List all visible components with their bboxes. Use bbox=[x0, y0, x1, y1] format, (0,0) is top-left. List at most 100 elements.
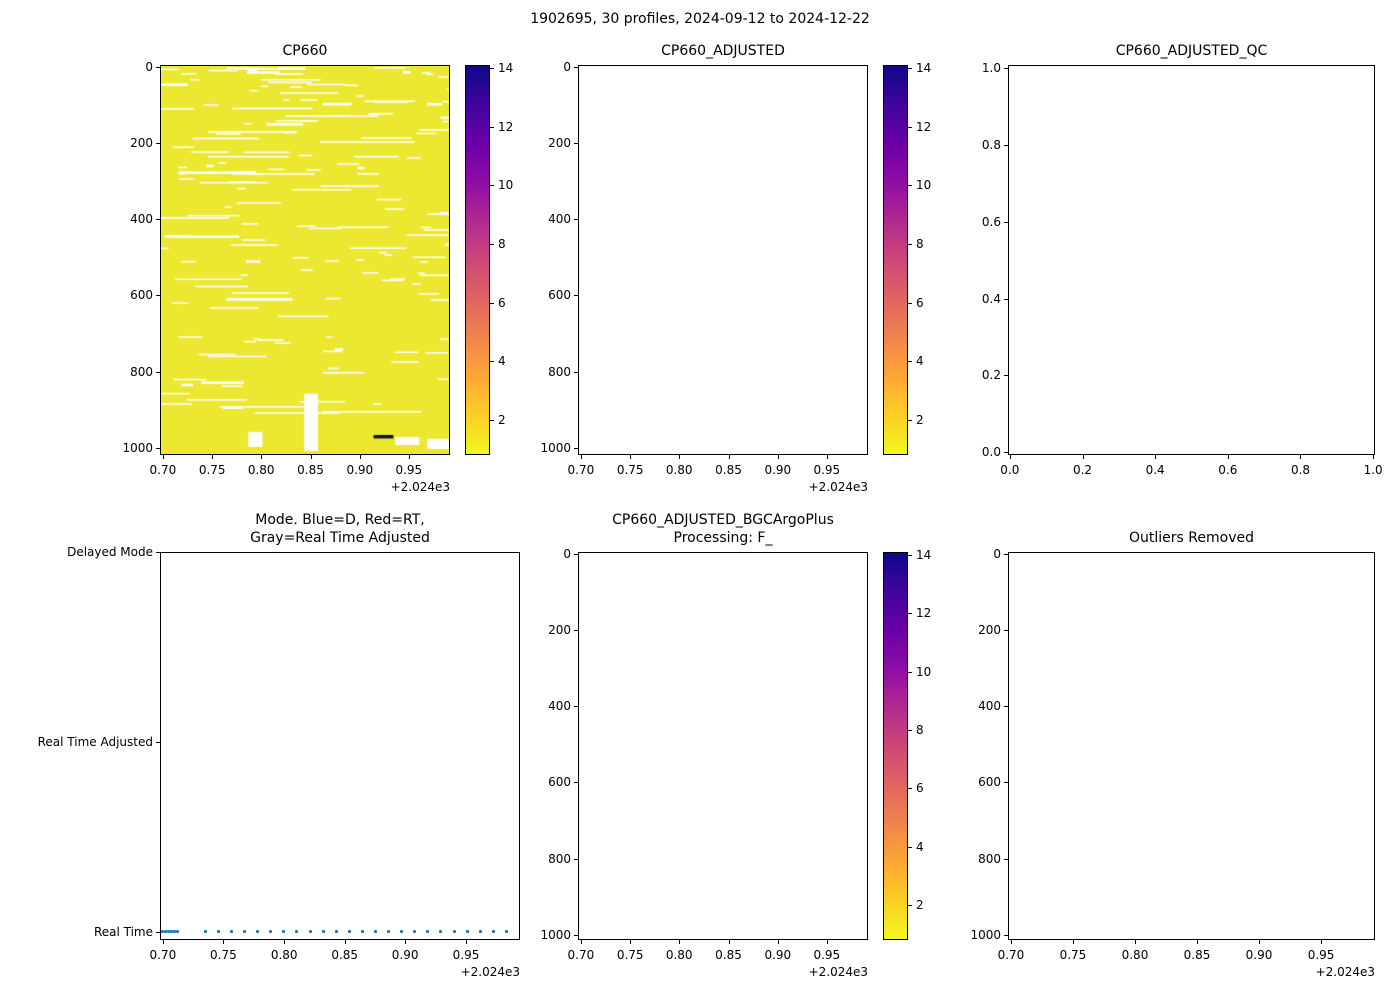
colorbar-tick-mark bbox=[490, 68, 494, 70]
x-tick-label: 0.80 bbox=[1121, 948, 1149, 962]
colorbar-tick-label: 8 bbox=[498, 237, 506, 251]
title-cp660: CP660 bbox=[282, 43, 328, 59]
title-cp660-adjusted-bgcargoplus: CP660_ADJUSTED_BGCArgoPlus Processing: F… bbox=[612, 512, 834, 546]
y-tick-label: 400 bbox=[548, 212, 571, 227]
colorbar-tick-mark bbox=[908, 846, 912, 848]
x-tick-mark bbox=[777, 455, 779, 459]
x-tick-label: 0.95 bbox=[1307, 948, 1335, 962]
y-tick-mark bbox=[1004, 298, 1008, 300]
colorbar-tick-mark bbox=[908, 555, 912, 557]
x-tick-label: 0.70 bbox=[997, 948, 1025, 962]
y-tick-label: 400 bbox=[978, 699, 1001, 714]
colorbar-tick-label: 14 bbox=[916, 548, 932, 563]
x-tick-mark bbox=[310, 455, 312, 459]
x-tick-mark bbox=[1197, 940, 1198, 944]
x-tick-label: 0.75 bbox=[616, 463, 644, 477]
title-mode: Mode. Blue=D, Red=RT, Gray=Real Time Adj… bbox=[250, 512, 430, 546]
y-tick-mark bbox=[156, 931, 160, 933]
x-tick-label: 0.95 bbox=[452, 948, 480, 962]
x-tick-label: 0.70 bbox=[149, 463, 177, 477]
x-axis-offset-label: +2.024e3 bbox=[808, 480, 868, 494]
x-tick-mark bbox=[679, 455, 681, 459]
colorbar-tick-mark bbox=[908, 302, 912, 304]
x-tick-mark bbox=[630, 940, 632, 944]
y-tick-mark bbox=[156, 742, 160, 744]
scatter-point-real-time bbox=[164, 930, 168, 934]
y-tick-mark bbox=[1004, 858, 1008, 860]
x-tick-mark bbox=[1227, 455, 1229, 459]
colorbar-tick-mark bbox=[490, 419, 494, 421]
scatter-point-real-time bbox=[170, 930, 174, 934]
y-tick-label: 0.0 bbox=[981, 445, 1001, 460]
colorbar bbox=[465, 65, 490, 455]
colorbar-tick-label: 12 bbox=[916, 119, 932, 134]
x-tick-label: 0.80 bbox=[665, 463, 693, 477]
y-tick-mark bbox=[574, 447, 578, 449]
scatter-point-real-time bbox=[321, 930, 325, 934]
y-tick-label: 800 bbox=[548, 851, 571, 866]
x-tick-mark bbox=[466, 940, 467, 944]
x-tick-mark bbox=[1072, 940, 1074, 944]
x-tick-mark bbox=[1082, 455, 1084, 459]
x-tick-mark bbox=[1259, 940, 1261, 944]
y-tick-mark bbox=[574, 782, 578, 784]
colorbar-tick-label: 4 bbox=[916, 354, 924, 369]
y-tick-label: 1000 bbox=[122, 440, 153, 455]
x-tick-label: 0.80 bbox=[270, 948, 298, 962]
y-tick-mark bbox=[574, 553, 578, 555]
x-tick-label: 0.85 bbox=[331, 948, 359, 962]
y-tick-label: 0 bbox=[563, 59, 571, 74]
scatter-point-real-time bbox=[413, 930, 417, 934]
colorbar-tick-mark bbox=[908, 419, 912, 421]
y-tick-label: 600 bbox=[130, 288, 153, 303]
scatter-point-real-time bbox=[243, 930, 247, 934]
colorbar-tick-label: 4 bbox=[916, 839, 924, 854]
x-tick-mark bbox=[284, 940, 286, 944]
colorbar-tick-label: 6 bbox=[498, 295, 506, 310]
colorbar-tick-label: 10 bbox=[916, 178, 932, 193]
y-tick-mark bbox=[574, 371, 578, 373]
x-tick-mark bbox=[580, 940, 582, 944]
scatter-point-real-time bbox=[308, 930, 312, 934]
x-axis-offset-label: +2.024e3 bbox=[390, 480, 450, 494]
y-tick-label: 1000 bbox=[970, 927, 1001, 942]
scatter-point-real-time bbox=[282, 930, 286, 934]
x-tick-label: 0.75 bbox=[210, 948, 237, 962]
title-outliers-removed: Outliers Removed bbox=[1129, 530, 1254, 546]
colorbar bbox=[883, 65, 908, 455]
x-tick-mark bbox=[580, 455, 582, 459]
x-tick-mark bbox=[1373, 455, 1375, 459]
y-tick-mark bbox=[156, 447, 160, 449]
x-tick-mark bbox=[1321, 940, 1323, 944]
colorbar-tick-label: 6 bbox=[916, 295, 924, 310]
x-tick-mark bbox=[162, 455, 164, 459]
scatter-point-real-time bbox=[167, 930, 171, 934]
x-tick-mark bbox=[826, 455, 828, 459]
y-tick-label: 400 bbox=[548, 699, 571, 714]
y-tick-mark bbox=[156, 295, 160, 297]
scatter-point-real-time bbox=[452, 930, 456, 934]
x-tick-label: 0.70 bbox=[567, 463, 595, 477]
x-tick-label: 0.2 bbox=[1072, 463, 1093, 477]
outliers-removed-plot-area bbox=[1008, 552, 1375, 940]
colorbar-tick-label: 12 bbox=[498, 119, 514, 134]
y-tick-mark bbox=[1004, 144, 1008, 146]
colorbar-tick-label: 10 bbox=[498, 178, 514, 193]
y-tick-mark bbox=[574, 858, 578, 860]
y-tick-mark bbox=[574, 143, 578, 144]
y-tick-mark bbox=[574, 629, 578, 631]
y-tick-label: 800 bbox=[548, 364, 571, 379]
colorbar-tick-label: 8 bbox=[916, 723, 924, 738]
cp660-adjusted-bgcargoplus-plot-area bbox=[578, 552, 868, 940]
y-tick-mark bbox=[1004, 629, 1008, 631]
title-cp660-adjusted: CP660_ADJUSTED bbox=[661, 43, 785, 59]
x-tick-label: 0.95 bbox=[395, 463, 423, 477]
y-tick-mark bbox=[574, 706, 578, 708]
y-tick-mark bbox=[574, 295, 578, 297]
colorbar-tick-mark bbox=[908, 730, 912, 732]
y-tick-mark bbox=[1004, 934, 1008, 936]
x-tick-mark bbox=[223, 940, 225, 944]
x-tick-label: 0.85 bbox=[715, 463, 742, 477]
y-tick-label: 400 bbox=[130, 212, 153, 227]
colorbar-tick-mark bbox=[908, 613, 912, 615]
